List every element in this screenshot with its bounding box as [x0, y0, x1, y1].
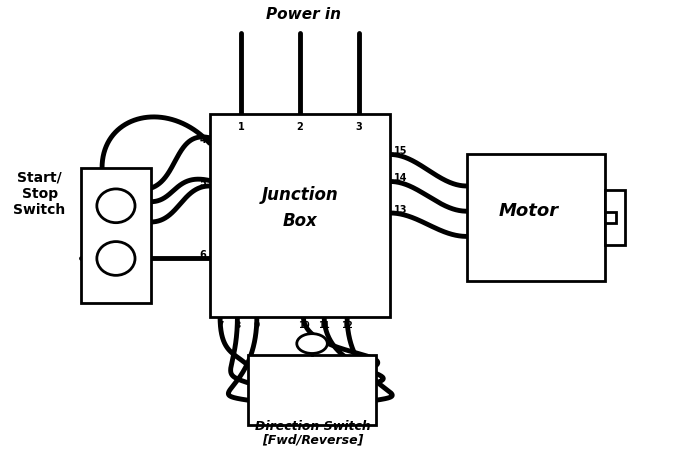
Text: 9: 9 — [254, 321, 260, 330]
Ellipse shape — [97, 189, 135, 223]
Text: 8: 8 — [234, 321, 240, 330]
Text: [Fwd/Reverse]: [Fwd/Reverse] — [261, 434, 363, 447]
Text: Direction Switch: Direction Switch — [254, 420, 370, 434]
Text: Switch: Switch — [13, 203, 66, 217]
Bar — [606, 190, 625, 245]
Bar — [82, 168, 151, 303]
Text: Motor: Motor — [499, 202, 559, 220]
Text: 6: 6 — [199, 250, 206, 260]
Text: 4: 4 — [199, 135, 206, 145]
Bar — [248, 355, 376, 424]
Bar — [606, 212, 616, 223]
Text: 7: 7 — [217, 321, 223, 330]
Circle shape — [297, 334, 328, 353]
Text: 5: 5 — [199, 178, 206, 188]
Text: 12: 12 — [342, 321, 353, 330]
Text: 1: 1 — [238, 122, 244, 132]
Text: Start/: Start/ — [17, 170, 62, 184]
Text: 15: 15 — [394, 146, 407, 156]
Text: 2: 2 — [296, 122, 303, 132]
Ellipse shape — [97, 241, 135, 275]
Text: 14: 14 — [394, 173, 407, 183]
Text: 10: 10 — [298, 321, 309, 330]
Bar — [210, 114, 390, 317]
Text: Stop: Stop — [22, 187, 58, 201]
Text: Junction: Junction — [261, 186, 338, 204]
Text: Power in: Power in — [266, 7, 341, 22]
Bar — [466, 154, 606, 280]
Text: Box: Box — [282, 212, 317, 230]
Text: 11: 11 — [319, 321, 330, 330]
Text: 13: 13 — [394, 205, 407, 215]
Text: 3: 3 — [355, 122, 362, 132]
